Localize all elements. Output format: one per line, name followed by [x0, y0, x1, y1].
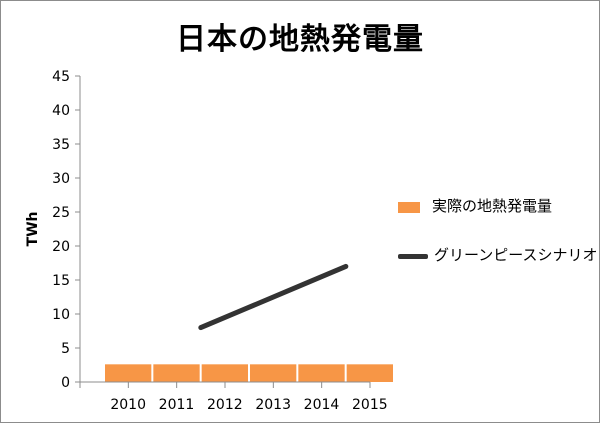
- y-axis-title: TWh: [25, 212, 41, 247]
- y-tick-label: 45: [52, 69, 70, 85]
- line-series-scenario: [198, 263, 349, 331]
- x-tick-label: 2015: [352, 397, 388, 413]
- y-tick-label: 5: [61, 341, 70, 357]
- y-tick-label: 30: [52, 171, 70, 187]
- y-tick-label: 35: [52, 137, 70, 153]
- legend-swatch-line: [398, 254, 428, 259]
- bar-2014: [298, 364, 345, 382]
- legend-label-scenario: グリーンピースシナリオ: [434, 246, 598, 264]
- y-tick-label: 25: [52, 205, 70, 221]
- y-tick-label: 20: [52, 239, 70, 255]
- bar-2010: [105, 364, 152, 382]
- legend-label-actual: 実際の地熱発電量: [432, 197, 553, 215]
- x-tick-label: 2013: [255, 397, 291, 413]
- legend-item-actual: 実際の地熱発電量: [398, 196, 597, 217]
- bar-2011: [153, 364, 200, 382]
- y-tick-label: 0: [61, 375, 70, 391]
- legend-swatch-bar: [398, 202, 420, 213]
- x-tick-label: 2011: [159, 397, 195, 413]
- x-tick-label: 2012: [207, 397, 243, 413]
- bar-2012: [201, 364, 248, 382]
- x-tick-label: 2014: [304, 397, 340, 413]
- legend-item-scenario: グリーンピースシナリオ: [398, 245, 599, 266]
- bar-2013: [250, 364, 297, 382]
- bar-2015: [346, 364, 393, 382]
- y-tick-label: 40: [52, 103, 70, 119]
- y-tick-label: 15: [52, 273, 70, 289]
- chart-title: 日本の地熱発電量: [176, 22, 424, 57]
- x-tick-label: 2010: [110, 397, 146, 413]
- y-tick-label: 10: [52, 307, 70, 323]
